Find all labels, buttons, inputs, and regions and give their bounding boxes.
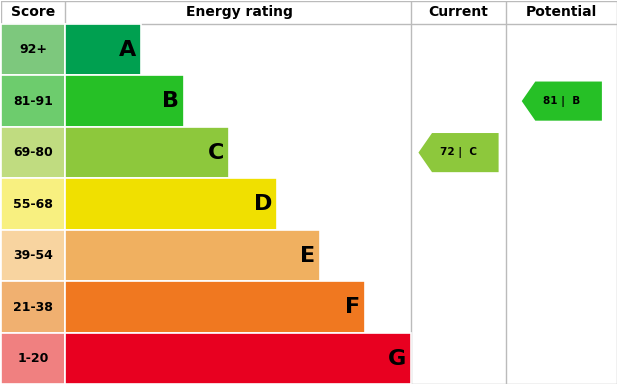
Text: A: A [119,40,136,60]
Text: Current: Current [429,5,488,19]
Text: Score: Score [11,5,55,19]
Text: Energy rating: Energy rating [186,5,293,19]
Bar [66,230,320,281]
Bar [1,281,66,333]
Polygon shape [418,133,499,172]
Bar [1,333,66,384]
Bar [1,75,66,127]
Text: E: E [300,246,315,266]
Text: 39-54: 39-54 [13,249,53,262]
Bar [66,281,365,333]
Polygon shape [522,82,602,121]
Text: 81-91: 81-91 [13,95,53,107]
Text: B: B [162,91,179,111]
Text: 21-38: 21-38 [13,301,53,313]
Bar [66,333,411,384]
Text: D: D [253,194,272,214]
Bar [66,127,229,178]
Text: 72 |  C: 72 | C [440,147,477,158]
Text: 92+: 92+ [19,43,47,56]
Text: G: G [387,348,406,368]
Text: 81 |  B: 81 | B [543,95,580,107]
Bar [66,178,277,230]
Text: 1-20: 1-20 [17,352,49,365]
Bar [66,24,141,75]
Text: C: C [208,142,224,162]
Bar [66,75,184,127]
Bar [1,24,66,75]
Bar [1,178,66,230]
Bar [1,230,66,281]
Text: Potential: Potential [526,5,598,19]
Text: 69-80: 69-80 [13,146,53,159]
Bar [1,127,66,178]
Text: 55-68: 55-68 [13,198,53,211]
Text: F: F [345,297,360,317]
